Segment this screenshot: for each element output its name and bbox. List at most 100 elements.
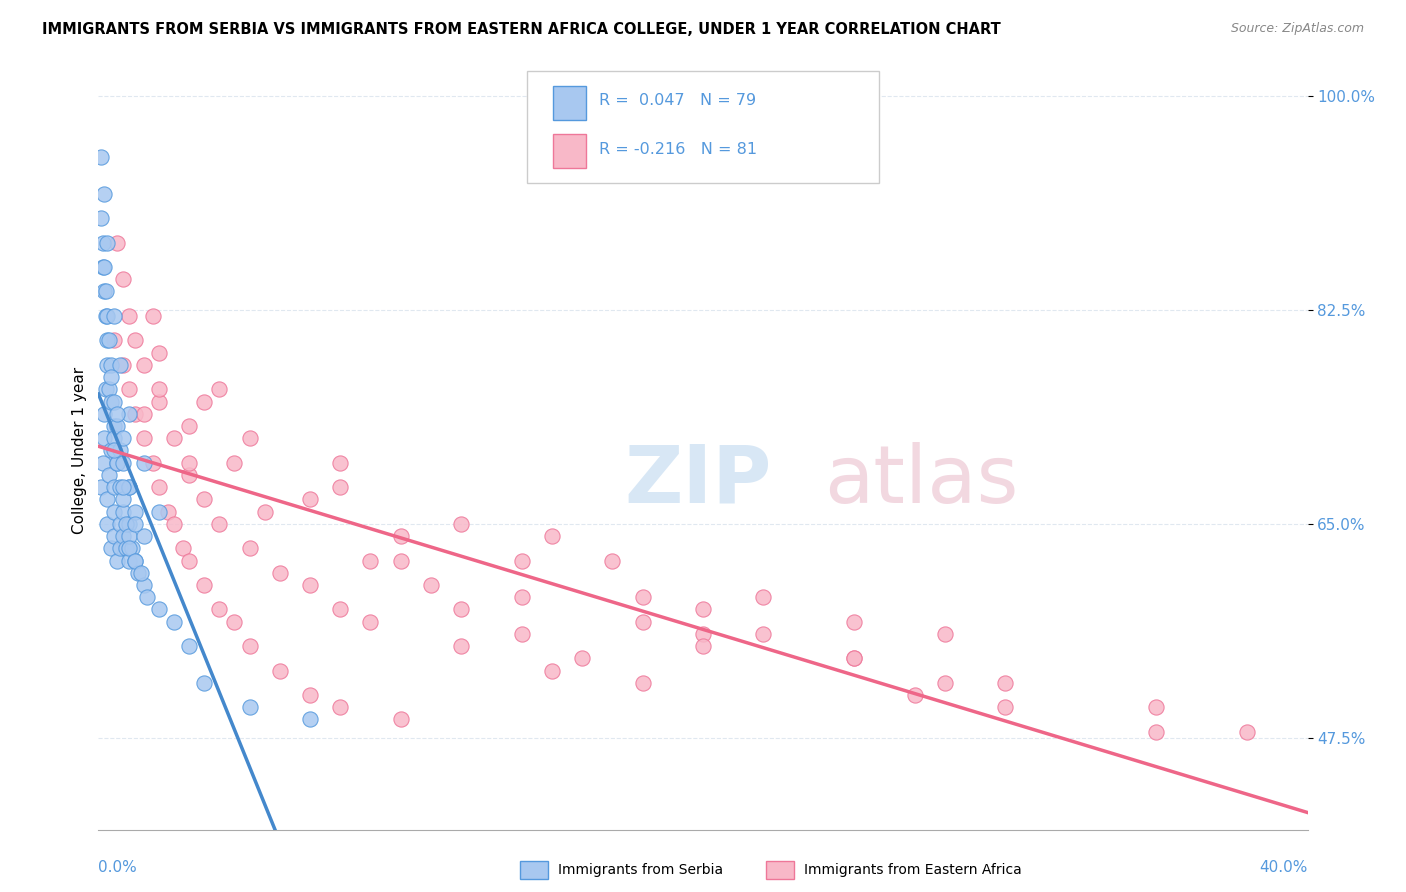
Point	[844, 651, 866, 665]
Point	[124, 553, 146, 567]
Point	[208, 382, 231, 396]
Point	[124, 334, 146, 348]
Point	[108, 480, 131, 494]
Point	[156, 505, 179, 519]
Point	[103, 443, 125, 458]
Point	[100, 443, 122, 458]
Point	[90, 211, 112, 226]
Point	[90, 150, 112, 164]
Point	[193, 578, 215, 592]
Point	[105, 235, 128, 250]
Point	[129, 566, 152, 580]
Point	[994, 700, 1017, 714]
Point	[239, 431, 262, 445]
Point	[93, 260, 115, 274]
Point	[98, 467, 121, 482]
Point	[98, 334, 121, 348]
Point	[540, 529, 562, 543]
Point	[510, 591, 533, 605]
Point	[239, 639, 262, 653]
Point	[540, 664, 562, 678]
Point	[111, 480, 134, 494]
Text: 40.0%: 40.0%	[1260, 860, 1308, 875]
Point	[105, 407, 128, 421]
Point	[111, 492, 134, 507]
Point	[389, 529, 412, 543]
Text: 0.0%: 0.0%	[98, 860, 138, 875]
Point	[93, 285, 115, 299]
Point	[108, 443, 131, 458]
Point	[96, 334, 118, 348]
Point	[118, 541, 141, 556]
Point	[103, 480, 125, 494]
Point	[179, 639, 201, 653]
Point	[96, 358, 118, 372]
Point	[132, 407, 155, 421]
Point	[179, 419, 201, 434]
Point	[96, 492, 118, 507]
Point	[148, 602, 170, 616]
Y-axis label: College, Under 1 year: College, Under 1 year	[72, 367, 87, 534]
Point	[450, 516, 472, 531]
Point	[692, 639, 714, 653]
Point	[179, 553, 201, 567]
Point	[239, 700, 262, 714]
Point	[105, 419, 128, 434]
Point	[208, 602, 231, 616]
Point	[148, 394, 170, 409]
Point	[389, 553, 412, 567]
Point	[631, 615, 654, 629]
Point	[108, 358, 131, 372]
Point	[132, 578, 155, 592]
Point	[420, 578, 443, 592]
Point	[108, 516, 131, 531]
Text: Source: ZipAtlas.com: Source: ZipAtlas.com	[1230, 22, 1364, 36]
Point	[100, 370, 122, 384]
Point	[103, 419, 125, 434]
Point	[193, 675, 215, 690]
Point	[752, 627, 775, 641]
Point	[114, 541, 136, 556]
Point	[103, 309, 125, 323]
Point	[103, 505, 125, 519]
Point	[118, 407, 141, 421]
Point	[114, 516, 136, 531]
Point	[510, 627, 533, 641]
Point	[121, 541, 143, 556]
Text: Immigrants from Serbia: Immigrants from Serbia	[558, 863, 723, 877]
Point	[111, 529, 134, 543]
Point	[103, 394, 125, 409]
Point	[103, 529, 125, 543]
Point	[111, 505, 134, 519]
Point	[105, 553, 128, 567]
Point	[450, 602, 472, 616]
Point	[96, 309, 118, 323]
Point	[94, 382, 117, 396]
Point	[118, 553, 141, 567]
Point	[105, 456, 128, 470]
Point	[329, 602, 352, 616]
Point	[1146, 700, 1168, 714]
Point	[329, 480, 352, 494]
Text: IMMIGRANTS FROM SERBIA VS IMMIGRANTS FROM EASTERN AFRICA COLLEGE, UNDER 1 YEAR C: IMMIGRANTS FROM SERBIA VS IMMIGRANTS FRO…	[42, 22, 1001, 37]
Point	[135, 591, 157, 605]
Text: Immigrants from Eastern Africa: Immigrants from Eastern Africa	[804, 863, 1022, 877]
Point	[108, 541, 131, 556]
Point	[124, 407, 146, 421]
Point	[179, 467, 201, 482]
Point	[163, 431, 186, 445]
Text: ZIP: ZIP	[624, 442, 772, 520]
Point	[904, 688, 927, 702]
Point	[93, 431, 115, 445]
Point	[360, 615, 382, 629]
Point	[142, 456, 165, 470]
Point	[329, 456, 352, 470]
Point	[269, 566, 291, 580]
Point	[389, 713, 412, 727]
Point	[105, 456, 128, 470]
Point	[269, 664, 291, 678]
Point	[96, 516, 118, 531]
Point	[844, 615, 866, 629]
Point	[111, 431, 134, 445]
Point	[94, 309, 117, 323]
